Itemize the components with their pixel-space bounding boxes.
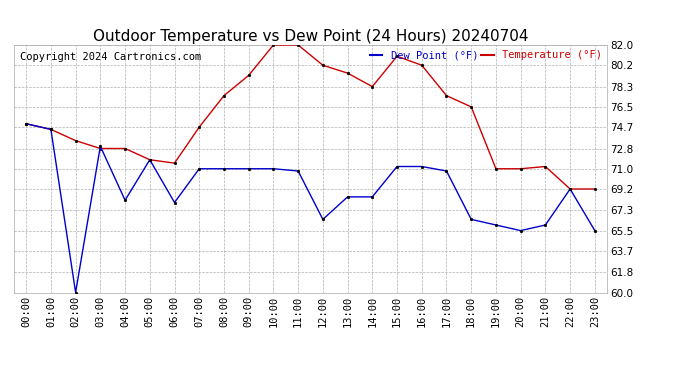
Legend: Dew Point (°F), Temperature (°F): Dew Point (°F), Temperature (°F) [370,50,602,60]
Text: Copyright 2024 Cartronics.com: Copyright 2024 Cartronics.com [20,53,201,62]
Title: Outdoor Temperature vs Dew Point (24 Hours) 20240704: Outdoor Temperature vs Dew Point (24 Hou… [92,29,529,44]
